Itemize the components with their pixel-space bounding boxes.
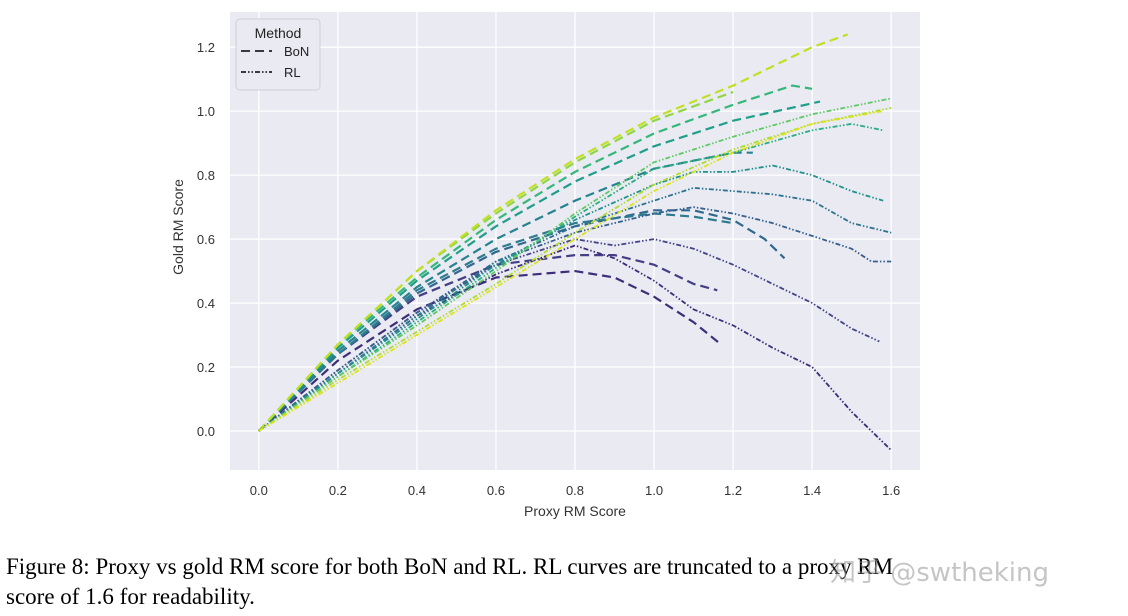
rl-curve: [258, 244, 892, 451]
bon-curve: [258, 151, 753, 432]
x-tick-label: 0.2: [329, 483, 347, 498]
y-tick-label: 0.0: [197, 424, 215, 439]
figure-caption-line-2: score of 1.6 for readability.: [6, 584, 255, 609]
y-tick-label: 1.2: [197, 40, 215, 55]
legend-label-rl: RL: [284, 65, 301, 80]
x-tick-label: 1.4: [803, 483, 821, 498]
y-tick-label: 1.0: [197, 104, 215, 119]
x-tick-label: 1.2: [724, 483, 742, 498]
rl-curve: [258, 110, 884, 432]
x-axis-label: Proxy RM Score: [524, 503, 626, 519]
x-tick-label: 1.0: [645, 483, 663, 498]
rl-curve: [258, 123, 884, 432]
figure-caption-line-1: Figure 8: Proxy vs gold RM score for bot…: [6, 554, 894, 579]
y-tick-label: 0.4: [197, 296, 215, 311]
watermark: 知乎 @swtheking: [830, 558, 1050, 588]
x-tick-label: 0.8: [566, 483, 584, 498]
bon-curve: [258, 100, 821, 432]
y-tick-label: 0.6: [197, 232, 215, 247]
x-tick-label: 0.4: [408, 483, 426, 498]
y-tick-label: 0.8: [197, 168, 215, 183]
legend: Method BoN RL: [235, 18, 321, 91]
rl-curve: [258, 97, 892, 432]
chart: 0.0 0.2 0.4 0.6 0.8 1.0 1.2 1.4 1.6 0.0 0.2 0.4 0.6 0…: [170, 12, 920, 519]
x-tick-label: 0.6: [487, 483, 505, 498]
rl-curve: [258, 206, 892, 432]
bon-curve: [257, 33, 849, 432]
legend-title: Method: [255, 25, 302, 41]
y-tick-label: 0.2: [197, 360, 215, 375]
rl-curve: [258, 164, 884, 432]
legend-label-bon: BoN: [284, 44, 309, 59]
x-tick-label: 1.6: [882, 483, 900, 498]
bon-curve: [258, 212, 734, 432]
bon-curve: [258, 270, 722, 432]
bon-curve: [257, 84, 813, 432]
y-axis-label: Gold RM Score: [170, 179, 186, 275]
rl-curve: [258, 187, 892, 432]
x-tick-label: 0.0: [250, 483, 268, 498]
